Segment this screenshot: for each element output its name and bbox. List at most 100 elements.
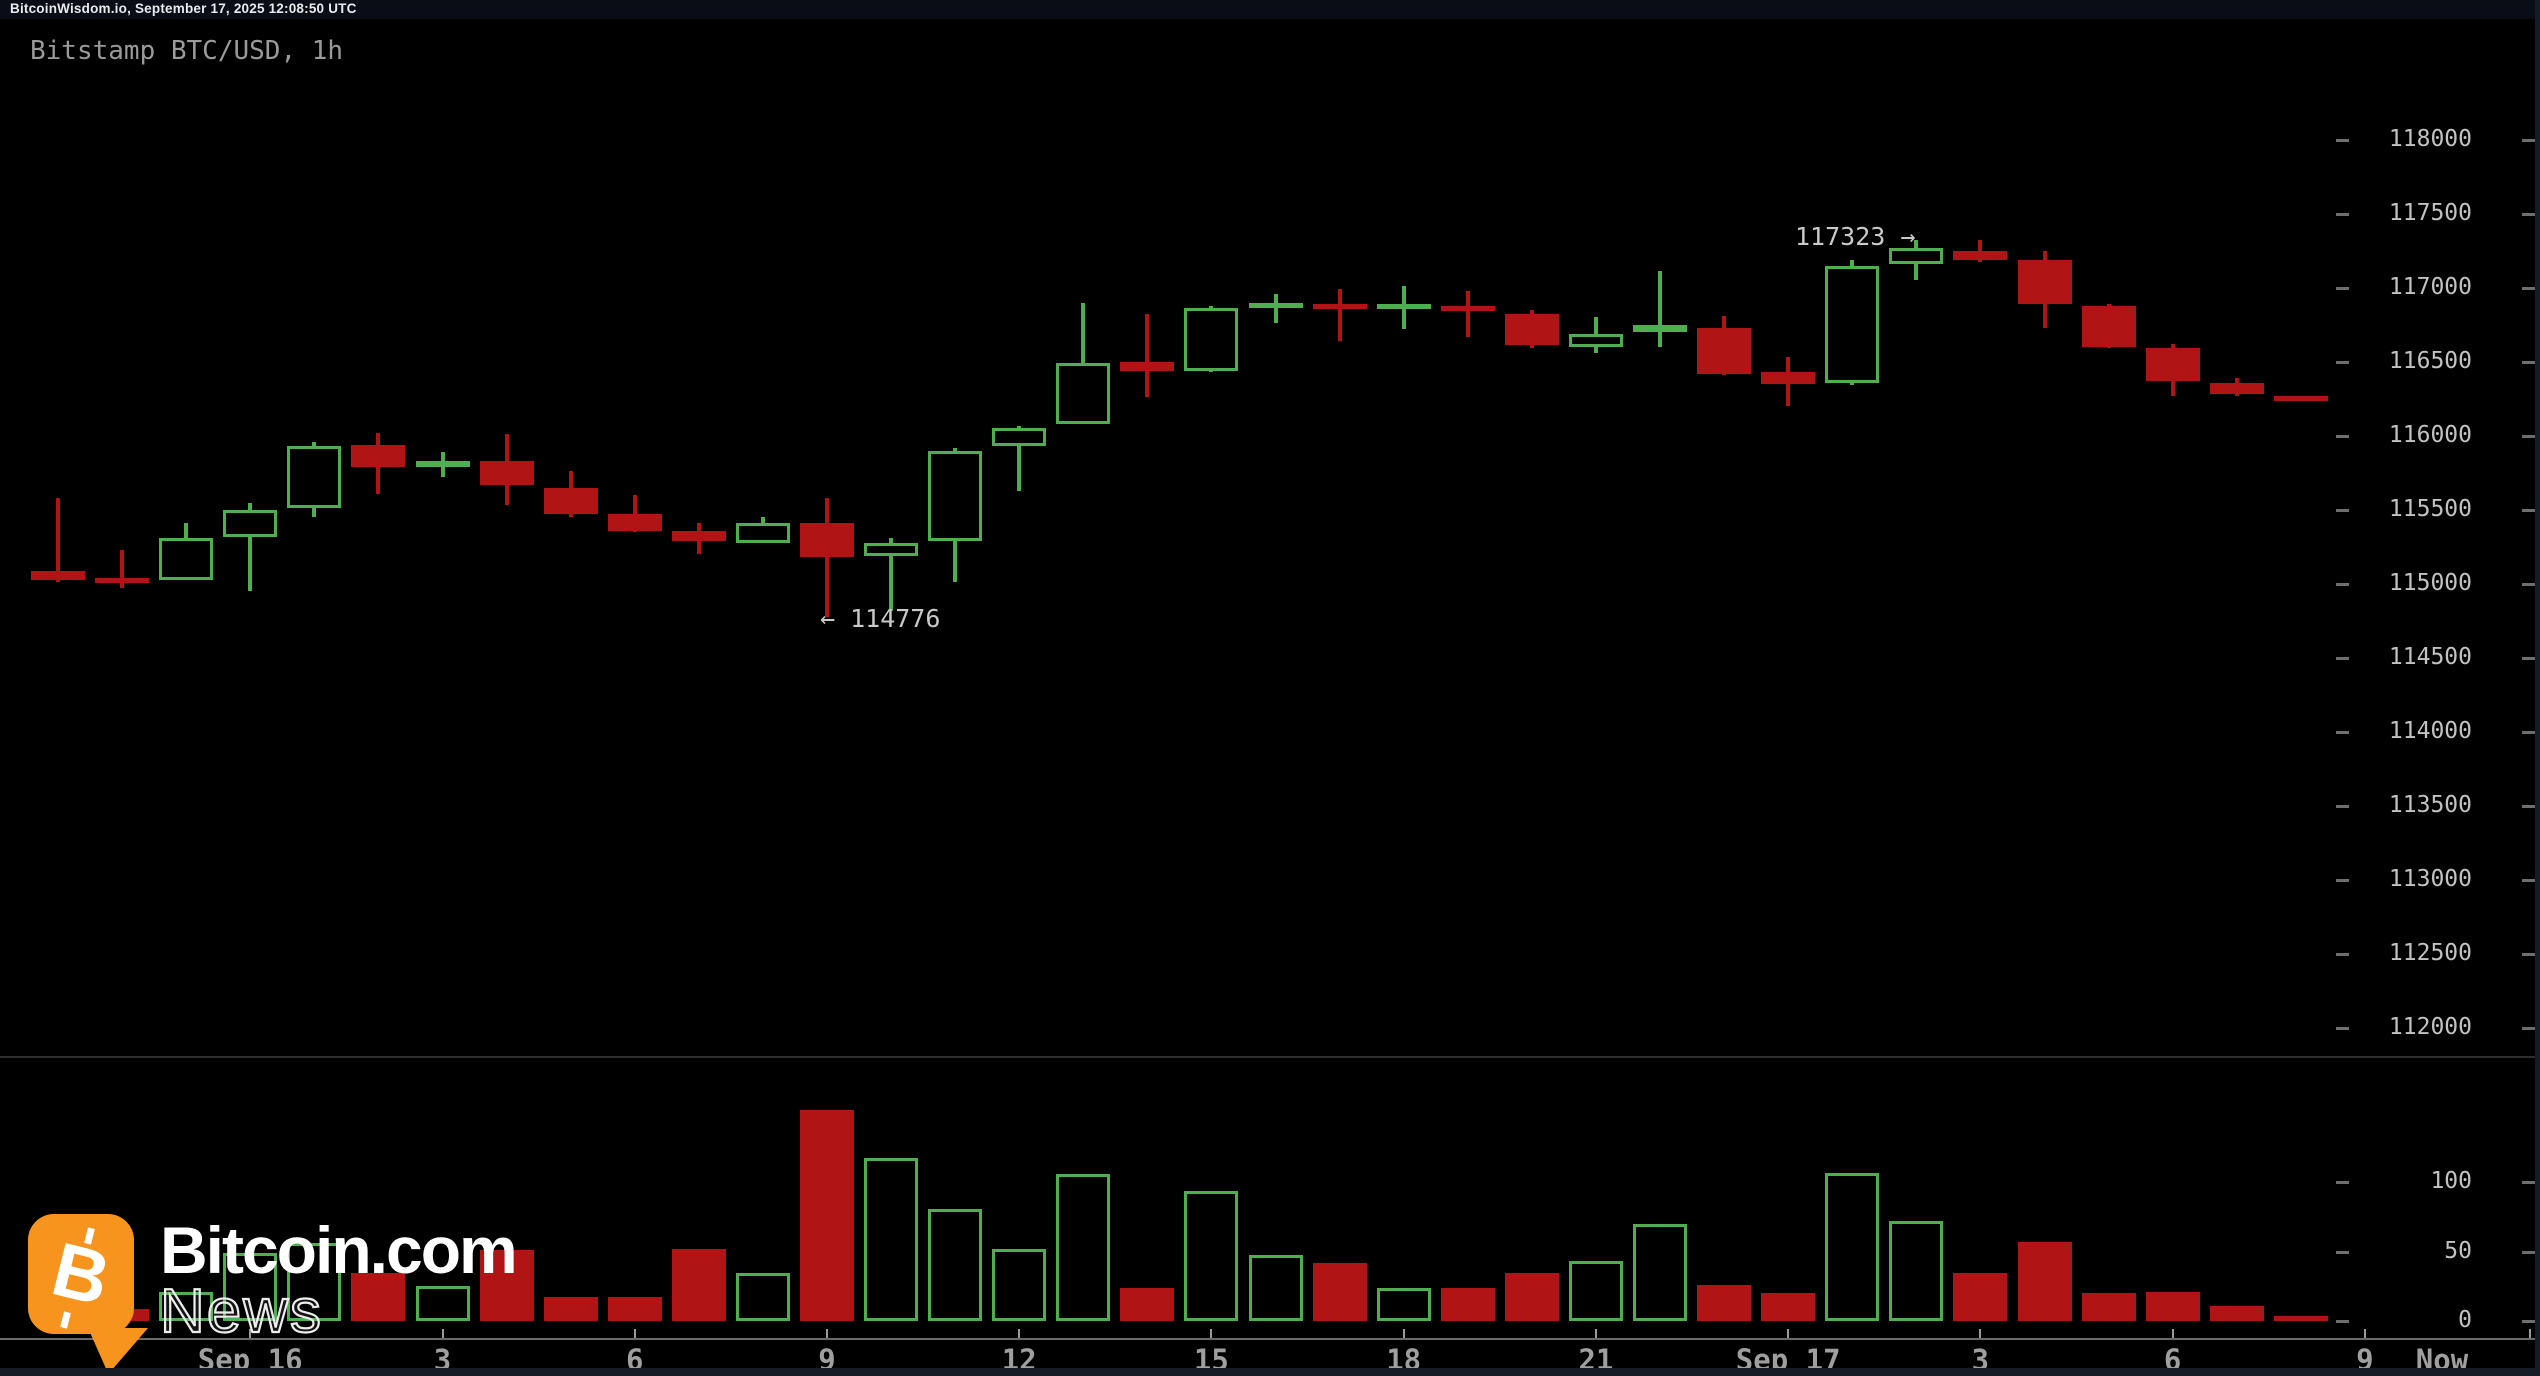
candle-body-down[interactable] — [1761, 372, 1816, 384]
volume-bar-down[interactable] — [1504, 1272, 1559, 1321]
candle-body-up[interactable] — [1825, 265, 1880, 383]
candle-body-up[interactable] — [415, 461, 470, 467]
candle-body-up[interactable] — [1376, 303, 1431, 309]
candle-body-up[interactable] — [1248, 302, 1303, 309]
volume-bar-down[interactable] — [543, 1297, 598, 1321]
volume-bar-up[interactable] — [1248, 1254, 1303, 1321]
candle-body-up[interactable] — [1633, 324, 1687, 333]
candle-body-down[interactable] — [2145, 348, 2200, 381]
volume-bar-down[interactable] — [2273, 1315, 2328, 1321]
candle-body-down[interactable] — [800, 523, 854, 558]
candle-body-down[interactable] — [607, 514, 662, 531]
volume-bar-up[interactable] — [159, 1291, 214, 1321]
candle-wick[interactable] — [120, 549, 125, 589]
price-axis-label: 113500 — [2388, 792, 2472, 819]
price-axis-label: 115500 — [2388, 495, 2472, 522]
volume-bar-down[interactable] — [351, 1272, 406, 1321]
candle-body-down[interactable] — [1120, 361, 1175, 371]
candle-wick[interactable] — [1337, 289, 1342, 342]
candle-body-up[interactable] — [1184, 308, 1239, 371]
volume-bar-up[interactable] — [992, 1248, 1047, 1321]
volume-bar-up[interactable] — [223, 1253, 278, 1321]
price-tick-left — [2336, 508, 2349, 512]
volume-bar-down[interactable] — [2017, 1242, 2072, 1321]
volume-bar-down[interactable] — [607, 1297, 662, 1321]
candle-body-up[interactable] — [735, 523, 790, 543]
volume-tick-left — [2336, 1250, 2349, 1254]
price-tick-right — [2522, 953, 2535, 957]
status-bar-text: BitcoinWisdom.io, September 17, 2025 12:… — [10, 1, 357, 16]
logo-bubble — [28, 1214, 134, 1334]
candle-body-up[interactable] — [223, 509, 278, 537]
volume-bar-down[interactable] — [1312, 1262, 1367, 1321]
price-tick-right — [2522, 508, 2535, 512]
candle-body-down[interactable] — [351, 444, 406, 467]
volume-bar-up[interactable] — [1568, 1261, 1623, 1321]
volume-bar-up[interactable] — [1633, 1224, 1687, 1321]
candle-wick[interactable] — [56, 498, 60, 583]
volume-bar-up[interactable] — [1376, 1287, 1431, 1321]
volume-bar-down[interactable] — [1697, 1285, 1752, 1321]
price-tick-left — [2336, 286, 2349, 290]
volume-bar-up[interactable] — [1825, 1172, 1880, 1321]
volume-bar-up[interactable] — [735, 1272, 790, 1321]
volume-bar-down[interactable] — [2081, 1293, 2136, 1321]
volume-bar-up[interactable] — [1889, 1221, 1944, 1321]
volume-bar-down[interactable] — [479, 1250, 534, 1321]
candle-wick[interactable] — [1658, 271, 1662, 347]
candle-wick[interactable] — [1017, 425, 1022, 491]
candle-wick[interactable] — [889, 538, 893, 611]
candle-wick[interactable] — [1465, 290, 1470, 337]
candle-body-down[interactable] — [1697, 327, 1752, 374]
volume-bar-up[interactable] — [1056, 1174, 1111, 1321]
candle-body-down[interactable] — [2273, 395, 2328, 401]
candle-body-up[interactable] — [992, 428, 1047, 447]
volume-bar-up[interactable] — [415, 1286, 470, 1321]
volume-bar-down[interactable] — [2209, 1305, 2264, 1321]
candle-body-down[interactable] — [1953, 250, 2008, 260]
volume-bar-up[interactable] — [928, 1208, 983, 1321]
candle-body-up[interactable] — [1568, 333, 1623, 347]
volume-tick-left — [2336, 1320, 2349, 1323]
volume-bar-down[interactable] — [1953, 1272, 2008, 1321]
candle-body-down[interactable] — [95, 577, 150, 583]
time-axis-label: 6 — [625, 1343, 644, 1376]
candle-body-down[interactable] — [1504, 314, 1559, 346]
candle-body-down[interactable] — [2017, 259, 2072, 304]
candle-wick[interactable] — [825, 498, 829, 618]
candle-body-up[interactable] — [1056, 363, 1111, 424]
candle-body-down[interactable] — [479, 461, 534, 485]
price-axis-label: 115000 — [2388, 570, 2472, 596]
candle-body-down[interactable] — [671, 530, 726, 542]
candle-body-down[interactable] — [1440, 305, 1495, 312]
candle-wick[interactable] — [1273, 293, 1278, 324]
volume-bar-up[interactable] — [864, 1157, 918, 1321]
candle-wick[interactable] — [248, 502, 253, 592]
time-tick — [441, 1329, 444, 1338]
volume-bar-down[interactable] — [1440, 1287, 1495, 1321]
candle-body-down[interactable] — [1312, 303, 1367, 309]
volume-bar-up[interactable] — [1184, 1190, 1239, 1321]
candle-body-up[interactable] — [864, 542, 918, 556]
candle-body-up[interactable] — [1889, 247, 1944, 264]
right-edge-strip — [2535, 0, 2540, 1376]
candle-body-down[interactable] — [31, 570, 85, 580]
candle-body-up[interactable] — [159, 538, 214, 580]
volume-bar-down[interactable] — [1761, 1293, 1816, 1321]
time-tick-end — [2529, 1329, 2531, 1338]
volume-bar-down[interactable] — [800, 1110, 854, 1321]
candle-wick[interactable] — [632, 495, 637, 533]
price-axis-label: 113000 — [2388, 866, 2472, 893]
volume-bar-up[interactable] — [287, 1243, 342, 1321]
candle-body-up[interactable] — [287, 446, 342, 509]
volume-bar-down[interactable] — [2145, 1291, 2200, 1321]
candle-body-down[interactable] — [2081, 305, 2136, 347]
volume-bar-down[interactable] — [671, 1248, 726, 1321]
candle-body-up[interactable] — [928, 450, 983, 542]
candle-wick[interactable] — [1081, 302, 1086, 424]
price-tick-right — [2522, 212, 2535, 216]
candle-wick[interactable] — [1145, 314, 1150, 398]
volume-bar-down[interactable] — [1120, 1287, 1175, 1321]
candle-body-down[interactable] — [543, 487, 598, 515]
candle-body-down[interactable] — [2209, 382, 2264, 395]
